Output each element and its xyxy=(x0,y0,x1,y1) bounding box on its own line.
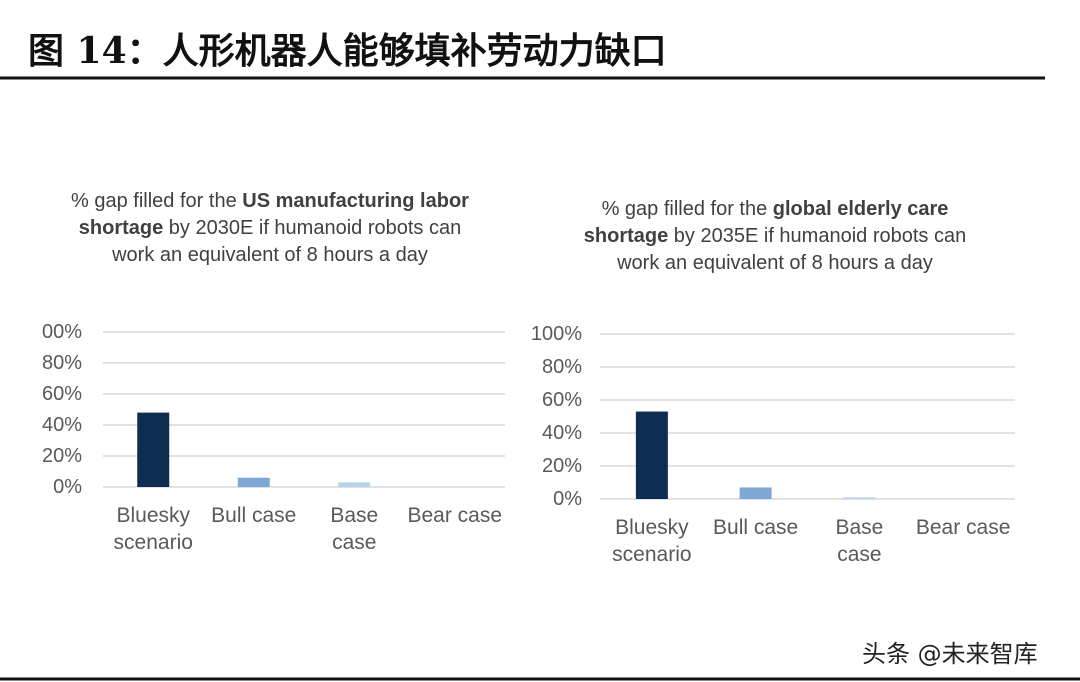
y-tick-label: 0% xyxy=(53,476,82,498)
bar xyxy=(137,412,170,487)
y-tick-label: 80% xyxy=(41,352,82,374)
bar xyxy=(338,482,371,487)
y-tick-label: 00% xyxy=(41,321,82,343)
title-segment: by 2035E if humanoid robots can work an … xyxy=(617,225,967,274)
y-tick-label: 20% xyxy=(541,455,582,477)
bar xyxy=(237,477,270,487)
y-tick-label: 60% xyxy=(541,389,582,411)
watermark: 头条 @未来智库 xyxy=(862,640,1038,668)
chart-title: % gap filled for the US manufacturing la… xyxy=(60,188,480,269)
bar xyxy=(739,487,772,499)
title-segment: % gap filled for the xyxy=(601,198,773,220)
x-tick-label: Bear case xyxy=(407,504,503,527)
y-tick-label: 0% xyxy=(553,488,582,510)
title-segment: global elderly care shortage xyxy=(583,198,949,247)
x-tick-label: Bluesky scenario xyxy=(612,516,692,566)
x-tick-label: Bull case xyxy=(211,504,297,527)
x-tick-label: Bluesky scenario xyxy=(113,504,193,554)
title-segment: % gap filled for the xyxy=(71,190,243,212)
x-tick-label: Bull case xyxy=(713,516,799,539)
x-tick-label: Base case xyxy=(835,516,884,566)
y-tick-label: 40% xyxy=(541,422,582,444)
bar xyxy=(843,497,876,499)
x-tick-label: Bear case xyxy=(915,516,1011,539)
y-tick-label: 100% xyxy=(530,323,582,345)
y-tick-label: 60% xyxy=(41,383,82,405)
y-tick-label: 80% xyxy=(541,356,582,378)
bar xyxy=(635,411,668,499)
header-title: 图 14：人形机器人能够填补劳动力缺口 xyxy=(28,30,667,72)
y-tick-label: 20% xyxy=(41,445,82,467)
x-tick-label: Base case xyxy=(330,504,379,554)
title-segment: US manufacturing labor shortage xyxy=(78,190,469,239)
y-tick-label: 40% xyxy=(41,414,82,436)
title-segment: by 2030E if humanoid robots can work an … xyxy=(112,217,462,266)
chart-title: % gap filled for the global elderly care… xyxy=(560,196,990,277)
